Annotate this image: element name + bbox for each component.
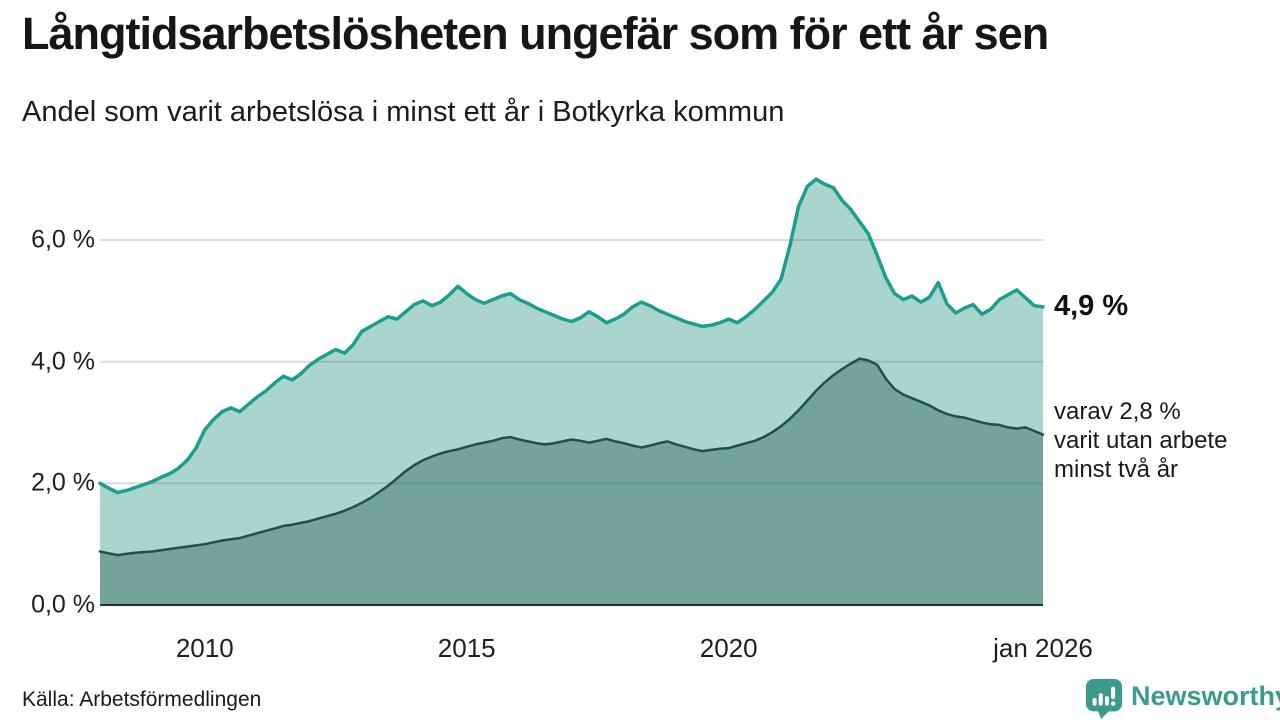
page-subtitle: Andel som varit arbetslösa i minst ett å… [22, 96, 785, 128]
secondary-label-line2: varit utan arbete [1054, 427, 1228, 454]
x-tick-label: 2010 [175, 633, 234, 663]
y-tick-label: 2,0 % [31, 468, 95, 497]
series-line-1 [98, 357, 1045, 557]
source-caption: Källa: Arbetsförmedlingen [22, 688, 262, 711]
y-tick-label: 6,0 % [31, 225, 95, 254]
newsworthy-logo-icon [1085, 679, 1123, 719]
secondary-label-line3: minst två år [1054, 456, 1179, 483]
x-tick-label: jan 2026 [993, 633, 1093, 663]
x-tick-label: 2020 [699, 633, 758, 663]
x-tick-label: 2015 [437, 633, 496, 663]
secondary-label-line1: varav 2,8 % [1054, 398, 1181, 425]
page-title: Långtidsarbetslösheten ungefär som för e… [22, 8, 1049, 59]
endpoint-value-label: 4,9 % [1054, 290, 1129, 322]
y-tick-label: 0,0 % [31, 590, 95, 619]
y-tick-label: 4,0 % [31, 347, 95, 376]
secondary-series-label: varav 2,8 % varit utan arbete minst två … [1054, 397, 1227, 484]
series-area-1 [100, 358, 1043, 605]
series-line-0 [98, 177, 1045, 495]
brand-logo: Newsworthy [1085, 678, 1280, 720]
brand-logo-text: Newsworthy [1131, 681, 1280, 711]
